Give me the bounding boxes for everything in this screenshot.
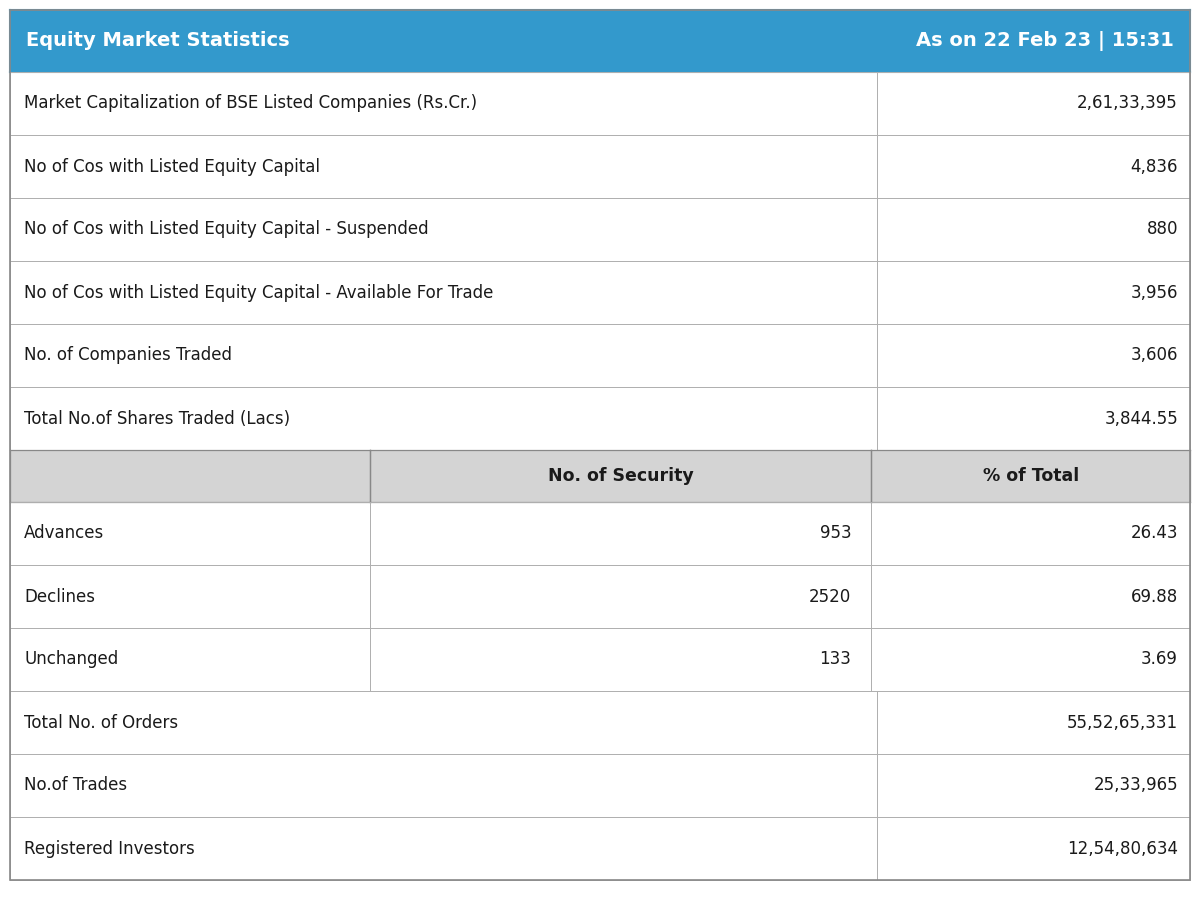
Bar — [10, 691, 877, 754]
Text: 3,606: 3,606 — [1130, 346, 1178, 364]
Text: 880: 880 — [1146, 220, 1178, 238]
Text: 953: 953 — [820, 525, 852, 543]
Text: 3,956: 3,956 — [1130, 284, 1178, 302]
Bar — [871, 502, 1190, 565]
Text: % of Total: % of Total — [983, 467, 1079, 485]
Bar — [370, 628, 871, 691]
Text: 12,54,80,634: 12,54,80,634 — [1067, 840, 1178, 858]
Bar — [10, 754, 877, 817]
Bar — [877, 261, 1190, 324]
Text: No. of Companies Traded: No. of Companies Traded — [24, 346, 232, 364]
Text: As on 22 Feb 23 | 15:31: As on 22 Feb 23 | 15:31 — [916, 31, 1174, 51]
Text: Registered Investors: Registered Investors — [24, 840, 194, 858]
Bar — [10, 10, 1190, 72]
Text: 55,52,65,331: 55,52,65,331 — [1067, 714, 1178, 732]
Text: No of Cos with Listed Equity Capital - Available For Trade: No of Cos with Listed Equity Capital - A… — [24, 284, 493, 302]
Text: 25,33,965: 25,33,965 — [1093, 777, 1178, 795]
Bar — [10, 135, 877, 198]
Text: Declines: Declines — [24, 588, 95, 606]
Bar — [877, 754, 1190, 817]
Bar — [877, 691, 1190, 754]
Bar — [370, 565, 871, 628]
Bar — [877, 72, 1190, 135]
Bar — [370, 450, 871, 502]
Bar — [10, 324, 877, 387]
Text: Total No.of Shares Traded (Lacs): Total No.of Shares Traded (Lacs) — [24, 410, 290, 427]
Bar — [877, 198, 1190, 261]
Text: 2,61,33,395: 2,61,33,395 — [1078, 94, 1178, 112]
Text: 133: 133 — [820, 651, 852, 669]
Bar — [10, 565, 370, 628]
Text: 4,836: 4,836 — [1130, 158, 1178, 176]
Bar — [877, 324, 1190, 387]
Text: Advances: Advances — [24, 525, 104, 543]
Bar — [10, 628, 370, 691]
Bar — [10, 387, 877, 450]
Bar — [10, 198, 877, 261]
Bar — [10, 450, 370, 502]
Text: No.of Trades: No.of Trades — [24, 777, 127, 795]
Bar — [877, 817, 1190, 880]
Bar — [871, 628, 1190, 691]
Text: No. of Security: No. of Security — [547, 467, 694, 485]
Text: 3,844.55: 3,844.55 — [1104, 410, 1178, 427]
Bar — [871, 450, 1190, 502]
Bar — [871, 565, 1190, 628]
Bar — [10, 72, 877, 135]
Text: Equity Market Statistics: Equity Market Statistics — [26, 32, 289, 50]
Bar — [877, 387, 1190, 450]
Text: Total No. of Orders: Total No. of Orders — [24, 714, 178, 732]
Bar — [877, 135, 1190, 198]
Text: 26.43: 26.43 — [1130, 525, 1178, 543]
Bar — [10, 817, 877, 880]
Text: 69.88: 69.88 — [1130, 588, 1178, 606]
Bar — [10, 502, 370, 565]
Text: Unchanged: Unchanged — [24, 651, 119, 669]
Bar — [370, 502, 871, 565]
Bar — [10, 261, 877, 324]
Text: Market Capitalization of BSE Listed Companies (Rs.Cr.): Market Capitalization of BSE Listed Comp… — [24, 94, 478, 112]
Text: 2520: 2520 — [809, 588, 852, 606]
Text: No of Cos with Listed Equity Capital - Suspended: No of Cos with Listed Equity Capital - S… — [24, 220, 428, 238]
Text: No of Cos with Listed Equity Capital: No of Cos with Listed Equity Capital — [24, 158, 320, 176]
Text: 3.69: 3.69 — [1141, 651, 1178, 669]
